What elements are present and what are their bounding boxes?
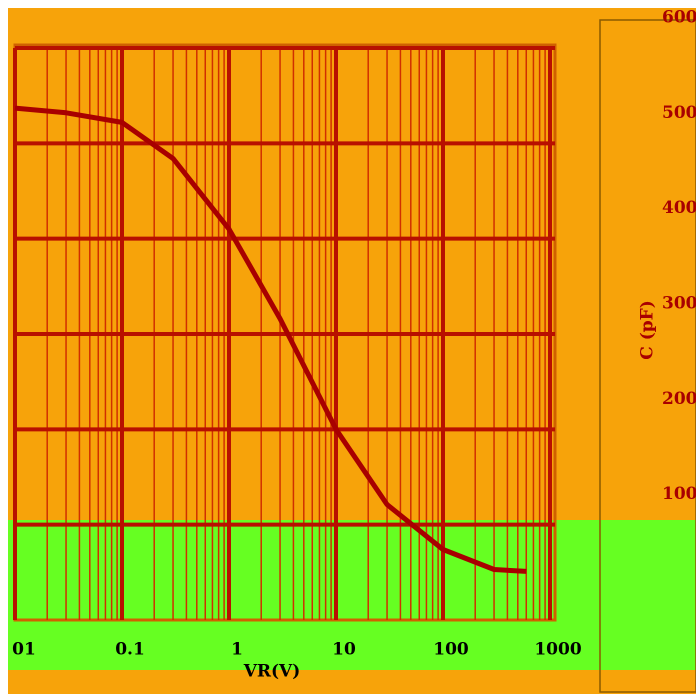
- x-axis-label: VR(V): [243, 662, 301, 682]
- x-tick-label: 1: [231, 640, 243, 660]
- y-tick-label: 200: [662, 389, 696, 409]
- y-tick-label: 400: [662, 198, 696, 218]
- x-tick-label: 1000: [534, 640, 581, 660]
- x-tick-label: 01: [12, 640, 36, 660]
- x-tick-label: 100: [433, 640, 469, 660]
- y-tick-label: 500: [662, 103, 696, 123]
- x-tick-label: 0.1: [115, 640, 145, 660]
- y-axis-label: C (pF): [638, 300, 658, 360]
- y-tick-label: 100: [662, 484, 696, 504]
- y-tick-label: 300: [662, 294, 696, 314]
- frame: [599, 19, 696, 693]
- curve: [14, 105, 527, 574]
- x-tick-label: 10: [332, 640, 356, 660]
- y-tick-label: 600: [662, 8, 696, 28]
